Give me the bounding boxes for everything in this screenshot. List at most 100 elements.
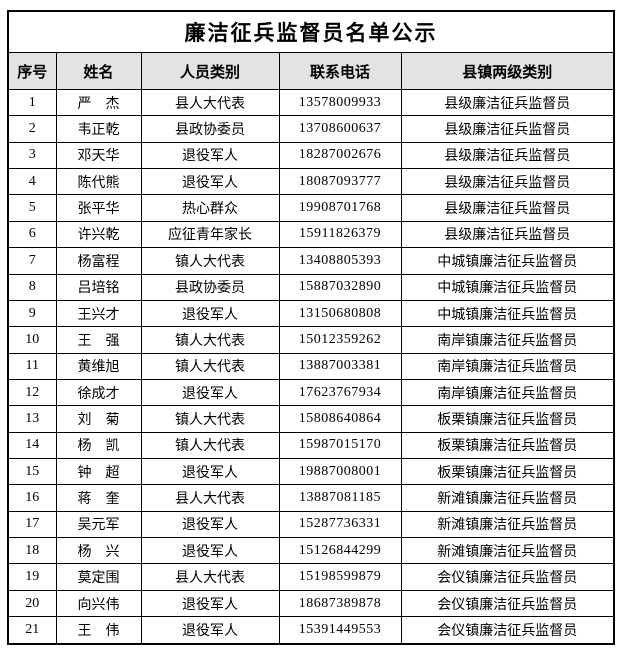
cell-phone: 15126844299 [278, 537, 402, 565]
cell-phone: 15887032890 [278, 273, 402, 301]
cell-level: 新滩镇廉洁征兵监督员 [400, 537, 615, 565]
cell-level: 县级廉洁征兵监督员 [400, 220, 615, 249]
cell-category: 退役军人 [140, 168, 280, 196]
table-row: 10 王 强镇人大代表 15012359262 南岸镇廉洁征兵监督员 [7, 326, 615, 354]
cell-name: 向兴伟 [55, 589, 142, 618]
cell-phone: 18087093777 [278, 168, 402, 196]
cell-index: 5 [7, 194, 57, 222]
cell-index: 2 [7, 115, 57, 143]
cell-category: 退役军人 [140, 616, 280, 645]
cell-category: 县政协委员 [140, 273, 280, 301]
cell-phone: 19887008001 [278, 458, 402, 486]
cell-name: 吴元军 [55, 510, 142, 539]
cell-phone: 13150680808 [278, 299, 402, 328]
cell-category: 县人大代表 [140, 88, 280, 117]
cell-name: 钟 超 [55, 458, 142, 486]
cell-category: 应征青年家长 [140, 220, 280, 249]
cell-name: 严 杰 [55, 88, 142, 117]
table-row: 20 向兴伟 退役军人 18687389878 会仪镇廉洁征兵监督员 [7, 589, 615, 618]
cell-phone: 15012359262 [278, 326, 402, 354]
table-row: 18 杨 兴退役军人 15126844299 新滩镇廉洁征兵监督员 [7, 537, 615, 565]
table-row: 2 韦正乾 县政协委员 13708600637 县级廉洁征兵监督员 [7, 115, 615, 143]
cell-level: 会仪镇廉洁征兵监督员 [400, 589, 615, 618]
cell-level: 县级廉洁征兵监督员 [400, 115, 615, 143]
table-row: 12 徐成才 退役军人 17623767934 南岸镇廉洁征兵监督员 [7, 378, 615, 407]
cell-index: 18 [7, 537, 57, 565]
cell-phone: 13887003381 [278, 352, 402, 380]
header-phone: 联系电话 [278, 52, 402, 90]
cell-name: 许兴乾 [55, 220, 142, 249]
cell-level: 板栗镇廉洁征兵监督员 [400, 458, 615, 486]
cell-level: 会仪镇廉洁征兵监督员 [400, 563, 615, 591]
table-row: 6 许兴乾 应征青年家长 15911826379 县级廉洁征兵监督员 [7, 220, 615, 249]
cell-level: 中城镇廉洁征兵监督员 [400, 299, 615, 328]
cell-phone: 15808640864 [278, 405, 402, 433]
cell-name: 张平华 [55, 194, 142, 222]
cell-index: 14 [7, 431, 57, 460]
header-level: 县镇两级类别 [400, 52, 615, 90]
cell-phone: 15391449553 [278, 616, 402, 645]
cell-level: 县级廉洁征兵监督员 [400, 141, 615, 170]
cell-category: 退役军人 [140, 510, 280, 539]
cell-index: 8 [7, 273, 57, 301]
cell-level: 县级廉洁征兵监督员 [400, 194, 615, 222]
cell-phone: 15198599879 [278, 563, 402, 591]
cell-category: 县人大代表 [140, 484, 280, 512]
cell-phone: 13578009933 [278, 88, 402, 117]
table-row: 5 张平华 热心群众 19908701768 县级廉洁征兵监督员 [7, 194, 615, 222]
cell-phone: 13408805393 [278, 247, 402, 275]
cell-level: 板栗镇廉洁征兵监督员 [400, 431, 615, 460]
cell-level: 新滩镇廉洁征兵监督员 [400, 484, 615, 512]
cell-level: 会仪镇廉洁征兵监督员 [400, 616, 615, 645]
cell-name: 莫定围 [55, 563, 142, 591]
table-row: 14 杨 凯镇人大代表 15987015170 板栗镇廉洁征兵监督员 [7, 431, 615, 460]
table-row: 16 蒋 奎县人大代表 13887081185 新滩镇廉洁征兵监督员 [7, 484, 615, 512]
cell-level: 南岸镇廉洁征兵监督员 [400, 378, 615, 407]
cell-category: 退役军人 [140, 589, 280, 618]
cell-phone: 15287736331 [278, 510, 402, 539]
cell-name: 杨 兴 [55, 537, 142, 565]
header-category: 人员类别 [140, 52, 280, 90]
cell-index: 19 [7, 563, 57, 591]
cell-name: 王 伟 [55, 616, 142, 645]
cell-name: 黄维旭 [55, 352, 142, 380]
cell-level: 中城镇廉洁征兵监督员 [400, 247, 615, 275]
table-header-row: 序号 姓名 人员类别 联系电话 县镇两级类别 [7, 52, 615, 90]
cell-index: 4 [7, 168, 57, 196]
cell-name: 吕培铭 [55, 273, 142, 301]
cell-category: 镇人大代表 [140, 431, 280, 460]
cell-index: 12 [7, 378, 57, 407]
table-row: 3 邓天华 退役军人 18287002676 县级廉洁征兵监督员 [7, 141, 615, 170]
cell-level: 县级廉洁征兵监督员 [400, 88, 615, 117]
cell-index: 6 [7, 220, 57, 249]
cell-name: 王 强 [55, 326, 142, 354]
table-row: 13 刘 菊镇人大代表 15808640864 板栗镇廉洁征兵监督员 [7, 405, 615, 433]
cell-category: 镇人大代表 [140, 326, 280, 354]
cell-name: 韦正乾 [55, 115, 142, 143]
cell-category: 退役军人 [140, 458, 280, 486]
table-row: 4 陈代熊 退役军人 18087093777 县级廉洁征兵监督员 [7, 168, 615, 196]
title-row: 廉洁征兵监督员名单公示 [7, 10, 615, 53]
cell-index: 7 [7, 247, 57, 275]
cell-index: 10 [7, 326, 57, 354]
cell-index: 16 [7, 484, 57, 512]
cell-name: 杨 凯 [55, 431, 142, 460]
cell-name: 杨富程 [55, 247, 142, 275]
cell-category: 退役军人 [140, 299, 280, 328]
cell-category: 县人大代表 [140, 563, 280, 591]
cell-phone: 15911826379 [278, 220, 402, 249]
table-row: 9 王兴才 退役军人 13150680808 中城镇廉洁征兵监督员 [7, 299, 615, 328]
table-row: 15 钟 超退役军人 19887008001 板栗镇廉洁征兵监督员 [7, 458, 615, 486]
cell-index: 3 [7, 141, 57, 170]
cell-name: 刘 菊 [55, 405, 142, 433]
cell-name: 邓天华 [55, 141, 142, 170]
cell-index: 21 [7, 616, 57, 645]
cell-category: 镇人大代表 [140, 247, 280, 275]
cell-name: 陈代熊 [55, 168, 142, 196]
cell-category: 退役军人 [140, 141, 280, 170]
page-title: 廉洁征兵监督员名单公示 [7, 10, 615, 53]
cell-index: 17 [7, 510, 57, 539]
